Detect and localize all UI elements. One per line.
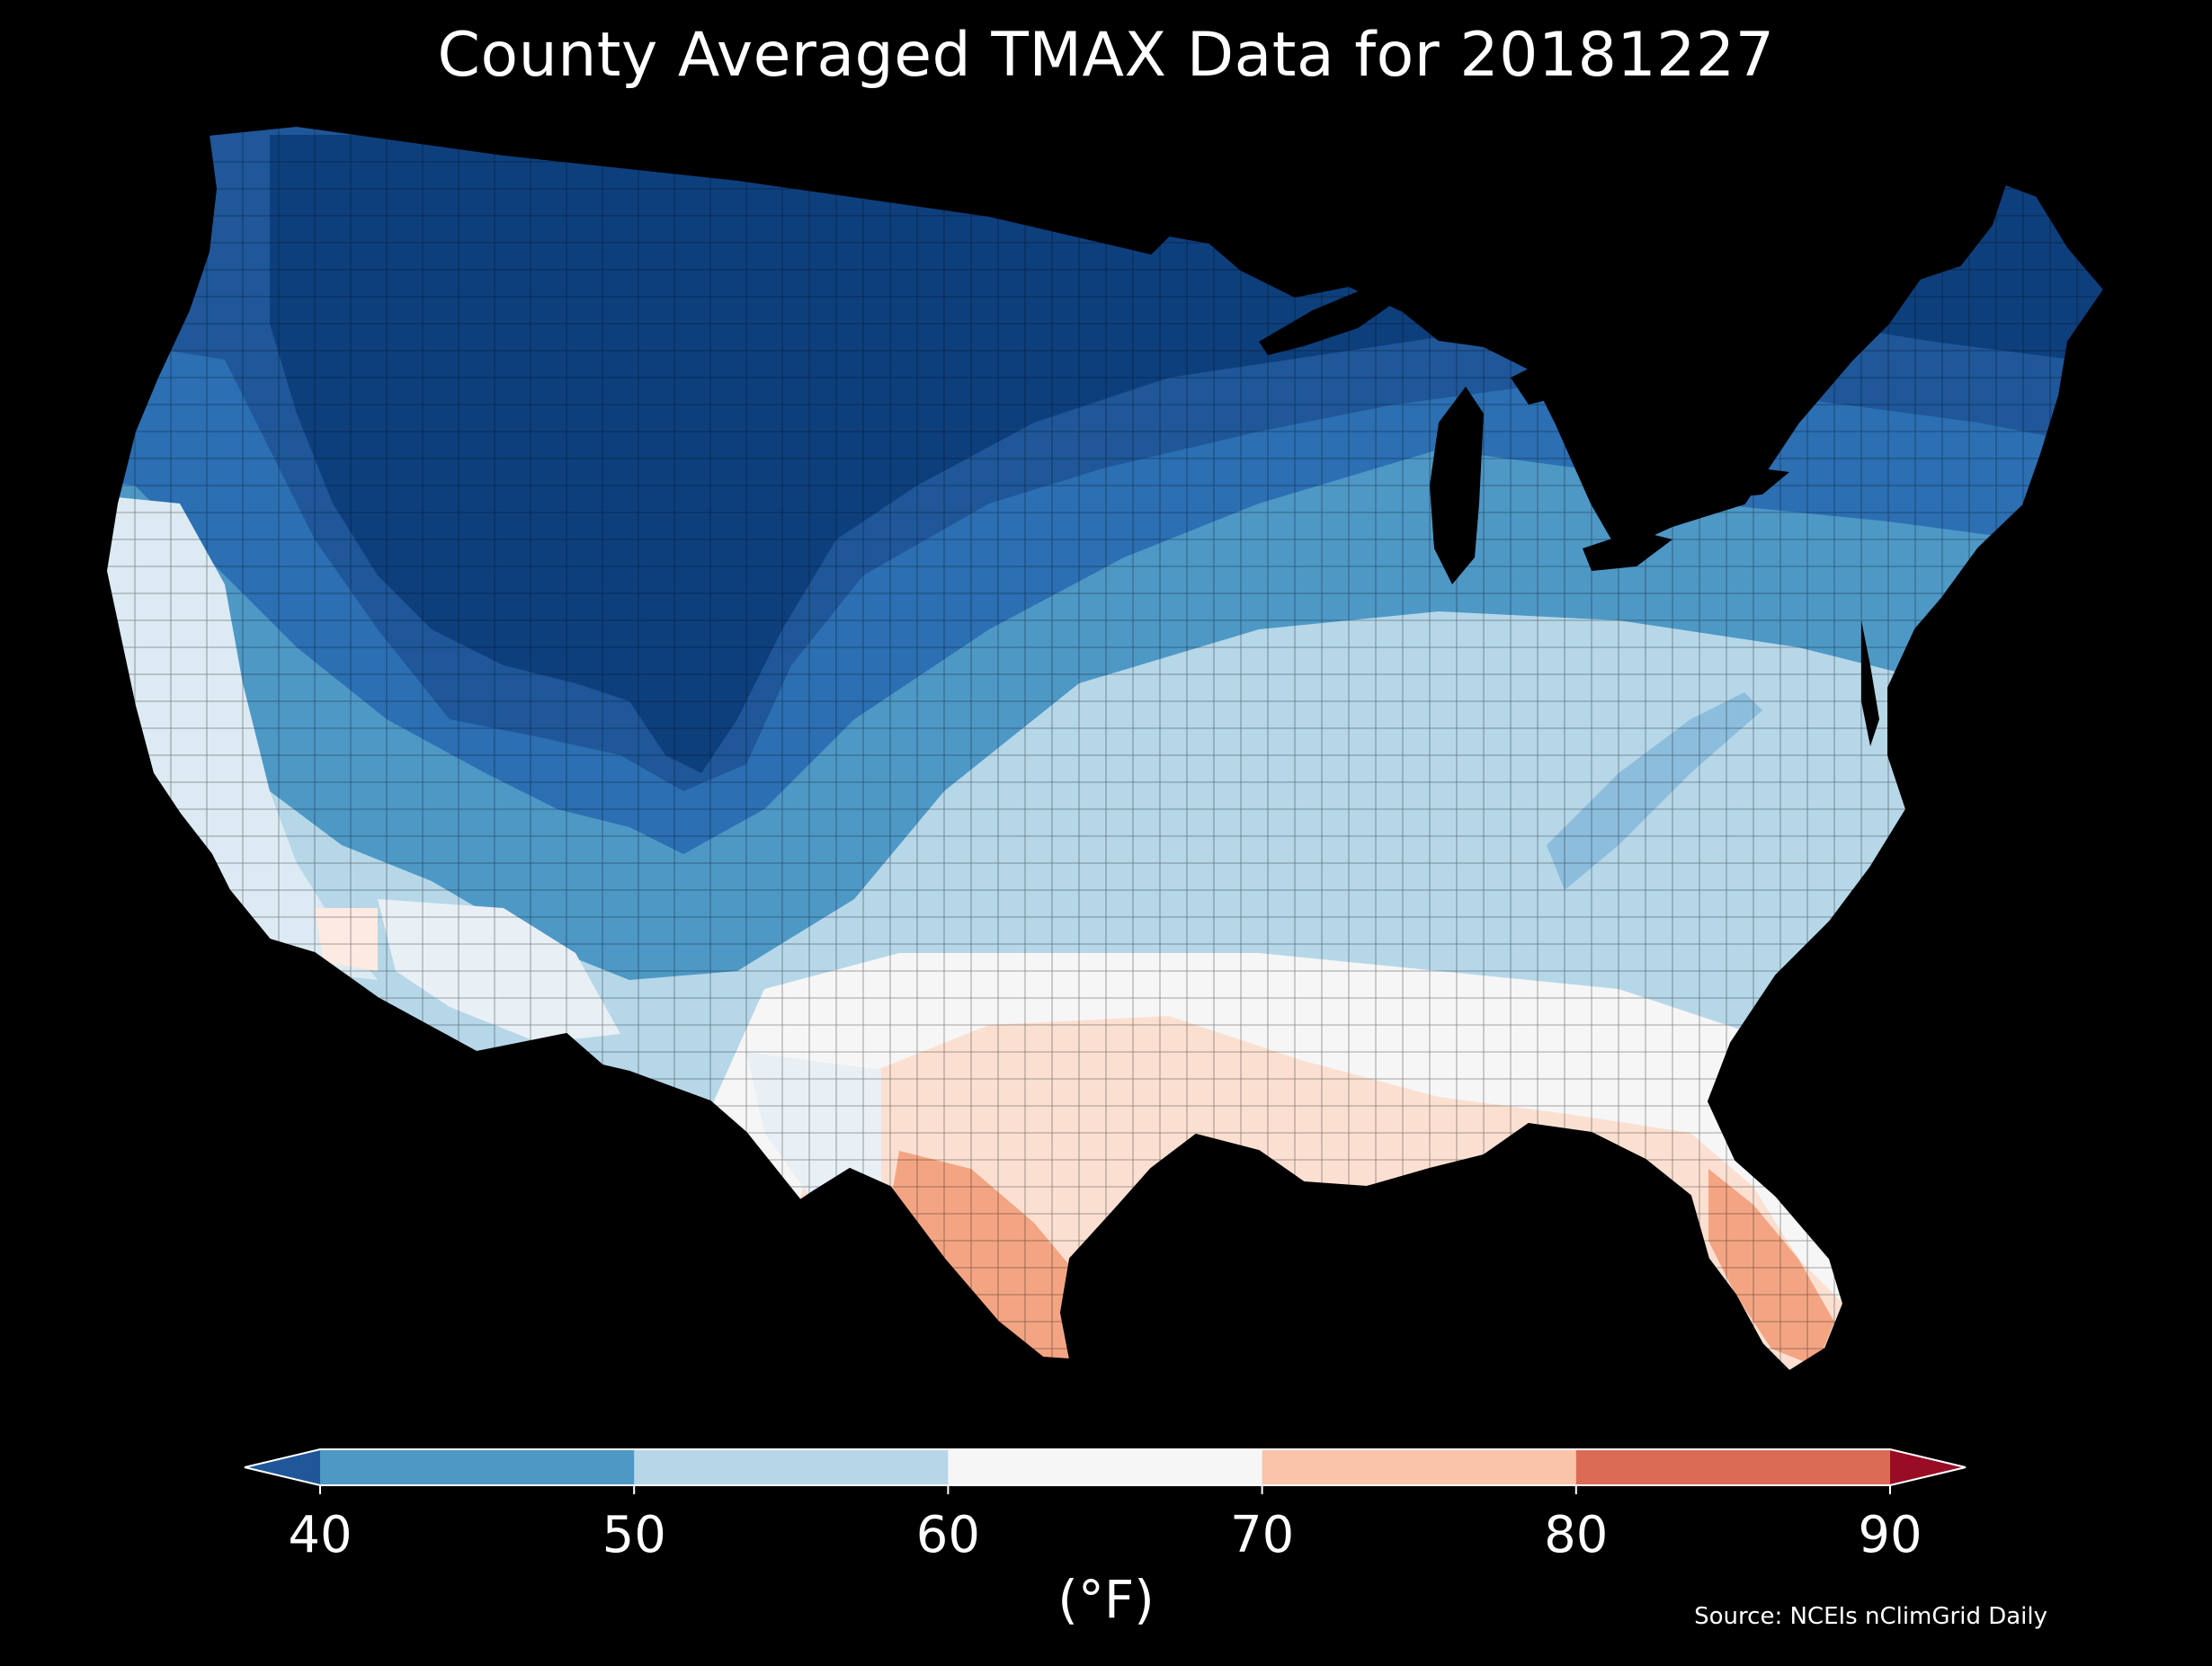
- colorbar-tick-label: 40: [288, 1506, 352, 1564]
- colorbar-tick-label: 80: [1544, 1506, 1608, 1564]
- colorbar-bin: [634, 1449, 949, 1485]
- map-title: County Averaged TMAX Data for 20181227: [437, 20, 1775, 91]
- colorbar-extend-low: [245, 1449, 320, 1485]
- colorbar-bin: [1575, 1449, 1891, 1485]
- colorbar-bin: [1262, 1449, 1577, 1485]
- colorbar-tick-label: 90: [1858, 1506, 1922, 1564]
- colorbar-tick-label: 60: [916, 1506, 980, 1564]
- colorbar-bin: [320, 1449, 635, 1485]
- colorbar-extend-high: [1890, 1449, 1966, 1485]
- colorbar-unit-label: (°F): [1057, 1569, 1155, 1630]
- colorbar-tick-label: 50: [602, 1506, 666, 1564]
- colorbar-tick-label: 70: [1230, 1506, 1294, 1564]
- colorbar-bin: [948, 1449, 1263, 1485]
- source-credit: Source: NCEIs nClimGrid Daily: [1694, 1603, 2047, 1630]
